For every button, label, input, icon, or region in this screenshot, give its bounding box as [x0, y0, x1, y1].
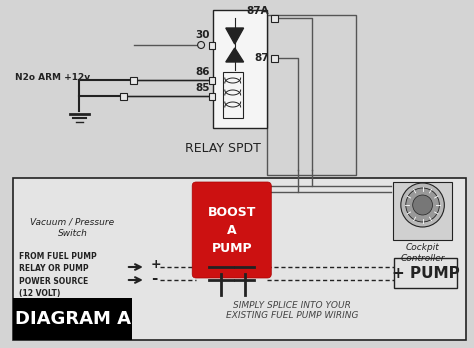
Bar [271, 15, 278, 22]
Bar [130, 77, 137, 84]
Bar [209, 93, 215, 100]
FancyBboxPatch shape [192, 182, 271, 278]
Text: 85: 85 [195, 83, 210, 93]
Bar [267, 15, 356, 175]
Circle shape [406, 188, 439, 222]
Bar [213, 10, 267, 128]
Text: + PUMP: + PUMP [392, 266, 459, 280]
Bar [13, 178, 466, 340]
Text: EXISTING FUEL PUMP WIRING: EXISTING FUEL PUMP WIRING [226, 310, 358, 319]
Bar [209, 77, 215, 84]
Text: 87: 87 [255, 53, 269, 63]
Bar [394, 258, 457, 288]
Polygon shape [226, 28, 244, 44]
Text: FROM FUEL PUMP
RELAY OR PUMP
POWER SOURCE
(12 VOLT): FROM FUEL PUMP RELAY OR PUMP POWER SOURC… [19, 252, 97, 298]
Bar [120, 93, 128, 100]
Text: RELAY SPDT: RELAY SPDT [185, 142, 261, 155]
Bar [13, 298, 132, 340]
Bar [209, 41, 215, 48]
Circle shape [401, 183, 444, 227]
Bar [223, 72, 243, 118]
Text: 86: 86 [195, 67, 210, 77]
Text: 30: 30 [195, 30, 210, 40]
Text: +: + [151, 259, 161, 271]
Text: BOOST
A
PUMP: BOOST A PUMP [208, 206, 256, 254]
Circle shape [413, 195, 432, 215]
Text: 87A: 87A [246, 6, 269, 16]
Text: N2o ARM +12v: N2o ARM +12v [15, 73, 91, 82]
Circle shape [198, 41, 205, 48]
Text: Vacuum / Pressure
Switch: Vacuum / Pressure Switch [30, 218, 115, 238]
Bar [393, 182, 452, 240]
Polygon shape [226, 48, 244, 62]
Text: SIMPLY SPLICE INTO YOUR: SIMPLY SPLICE INTO YOUR [233, 301, 351, 309]
Text: DIAGRAM A: DIAGRAM A [15, 310, 130, 328]
Text: -: - [151, 270, 157, 285]
Bar [271, 55, 278, 62]
Text: Cockpit
Controller: Cockpit Controller [401, 243, 445, 263]
